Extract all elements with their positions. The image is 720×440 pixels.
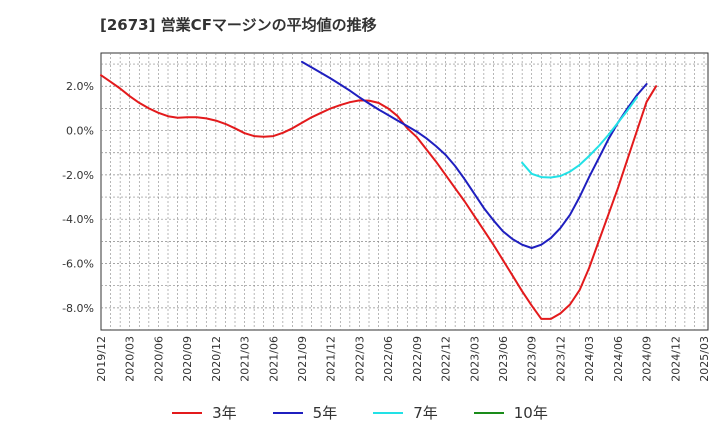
- x-tick-label: 2022/09: [411, 336, 424, 382]
- x-tick-label: 2020/06: [152, 336, 165, 382]
- x-axis-tick-labels: 2019/12 2020/03 2020/06 2020/09 2020/12 2021/…: [95, 336, 711, 382]
- legend-item: 5年: [272, 402, 338, 423]
- series-line-5年: [301, 60, 648, 249]
- x-tick-label: 2021/03: [239, 336, 252, 382]
- x-tick-label: 2023/06: [497, 336, 510, 382]
- legend-label: 5年: [312, 404, 338, 422]
- legend-swatch: [373, 411, 404, 414]
- x-tick-label: 2024/12: [669, 336, 682, 382]
- legend-item: 10年: [473, 402, 548, 423]
- legend-label: 7年: [413, 404, 438, 422]
- x-tick-label: 2025/03: [698, 336, 711, 382]
- x-tick-label: 2022/12: [440, 336, 453, 382]
- legend-item: 3年: [172, 402, 237, 423]
- series-line-3年: [100, 74, 658, 320]
- y-tick-label: -6.0%: [62, 258, 94, 271]
- x-tick-label: 2020/03: [124, 336, 137, 382]
- x-tick-label: 2023/12: [554, 336, 567, 382]
- plot-area: [100, 52, 709, 331]
- legend-item: 7年: [373, 402, 438, 423]
- x-tick-label: 2021/06: [267, 336, 280, 382]
- x-tick-label: 2024/03: [583, 336, 596, 382]
- x-tick-label: 2020/12: [210, 336, 223, 382]
- y-tick-label: -4.0%: [62, 213, 94, 226]
- legend-swatch: [473, 411, 504, 414]
- legend: 3年 5年 7年 10年: [0, 402, 720, 423]
- x-tick-label: 2019/12: [95, 336, 108, 382]
- x-tick-label: 2020/09: [181, 336, 194, 382]
- x-tick-label: 2022/03: [353, 336, 366, 382]
- y-tick-label: 2.0%: [66, 80, 94, 93]
- chart-title: [2673] 営業CFマージンの平均値の推移: [100, 16, 377, 34]
- legend-swatch: [172, 411, 203, 414]
- x-tick-label: 2023/09: [526, 336, 539, 382]
- series-line-7年: [521, 96, 638, 179]
- y-axis-tick-labels: 2.0% 0.0% -2.0% -4.0% -6.0% -8.0%: [62, 80, 94, 315]
- series-lines: [100, 60, 658, 320]
- x-tick-label: 2023/03: [468, 336, 481, 382]
- y-tick-label: -8.0%: [62, 302, 94, 315]
- legend-swatch: [272, 411, 303, 414]
- x-tick-label: 2021/09: [296, 336, 309, 382]
- x-tick-label: 2024/06: [612, 336, 625, 382]
- legend-label: 3年: [212, 404, 237, 422]
- x-tick-label: 2021/12: [325, 336, 338, 382]
- x-tick-label: 2022/06: [382, 336, 395, 382]
- x-tick-label: 2024/09: [641, 336, 654, 382]
- legend-label: 10年: [513, 404, 548, 422]
- y-tick-label: -2.0%: [62, 169, 94, 182]
- y-tick-label: 0.0%: [66, 125, 94, 138]
